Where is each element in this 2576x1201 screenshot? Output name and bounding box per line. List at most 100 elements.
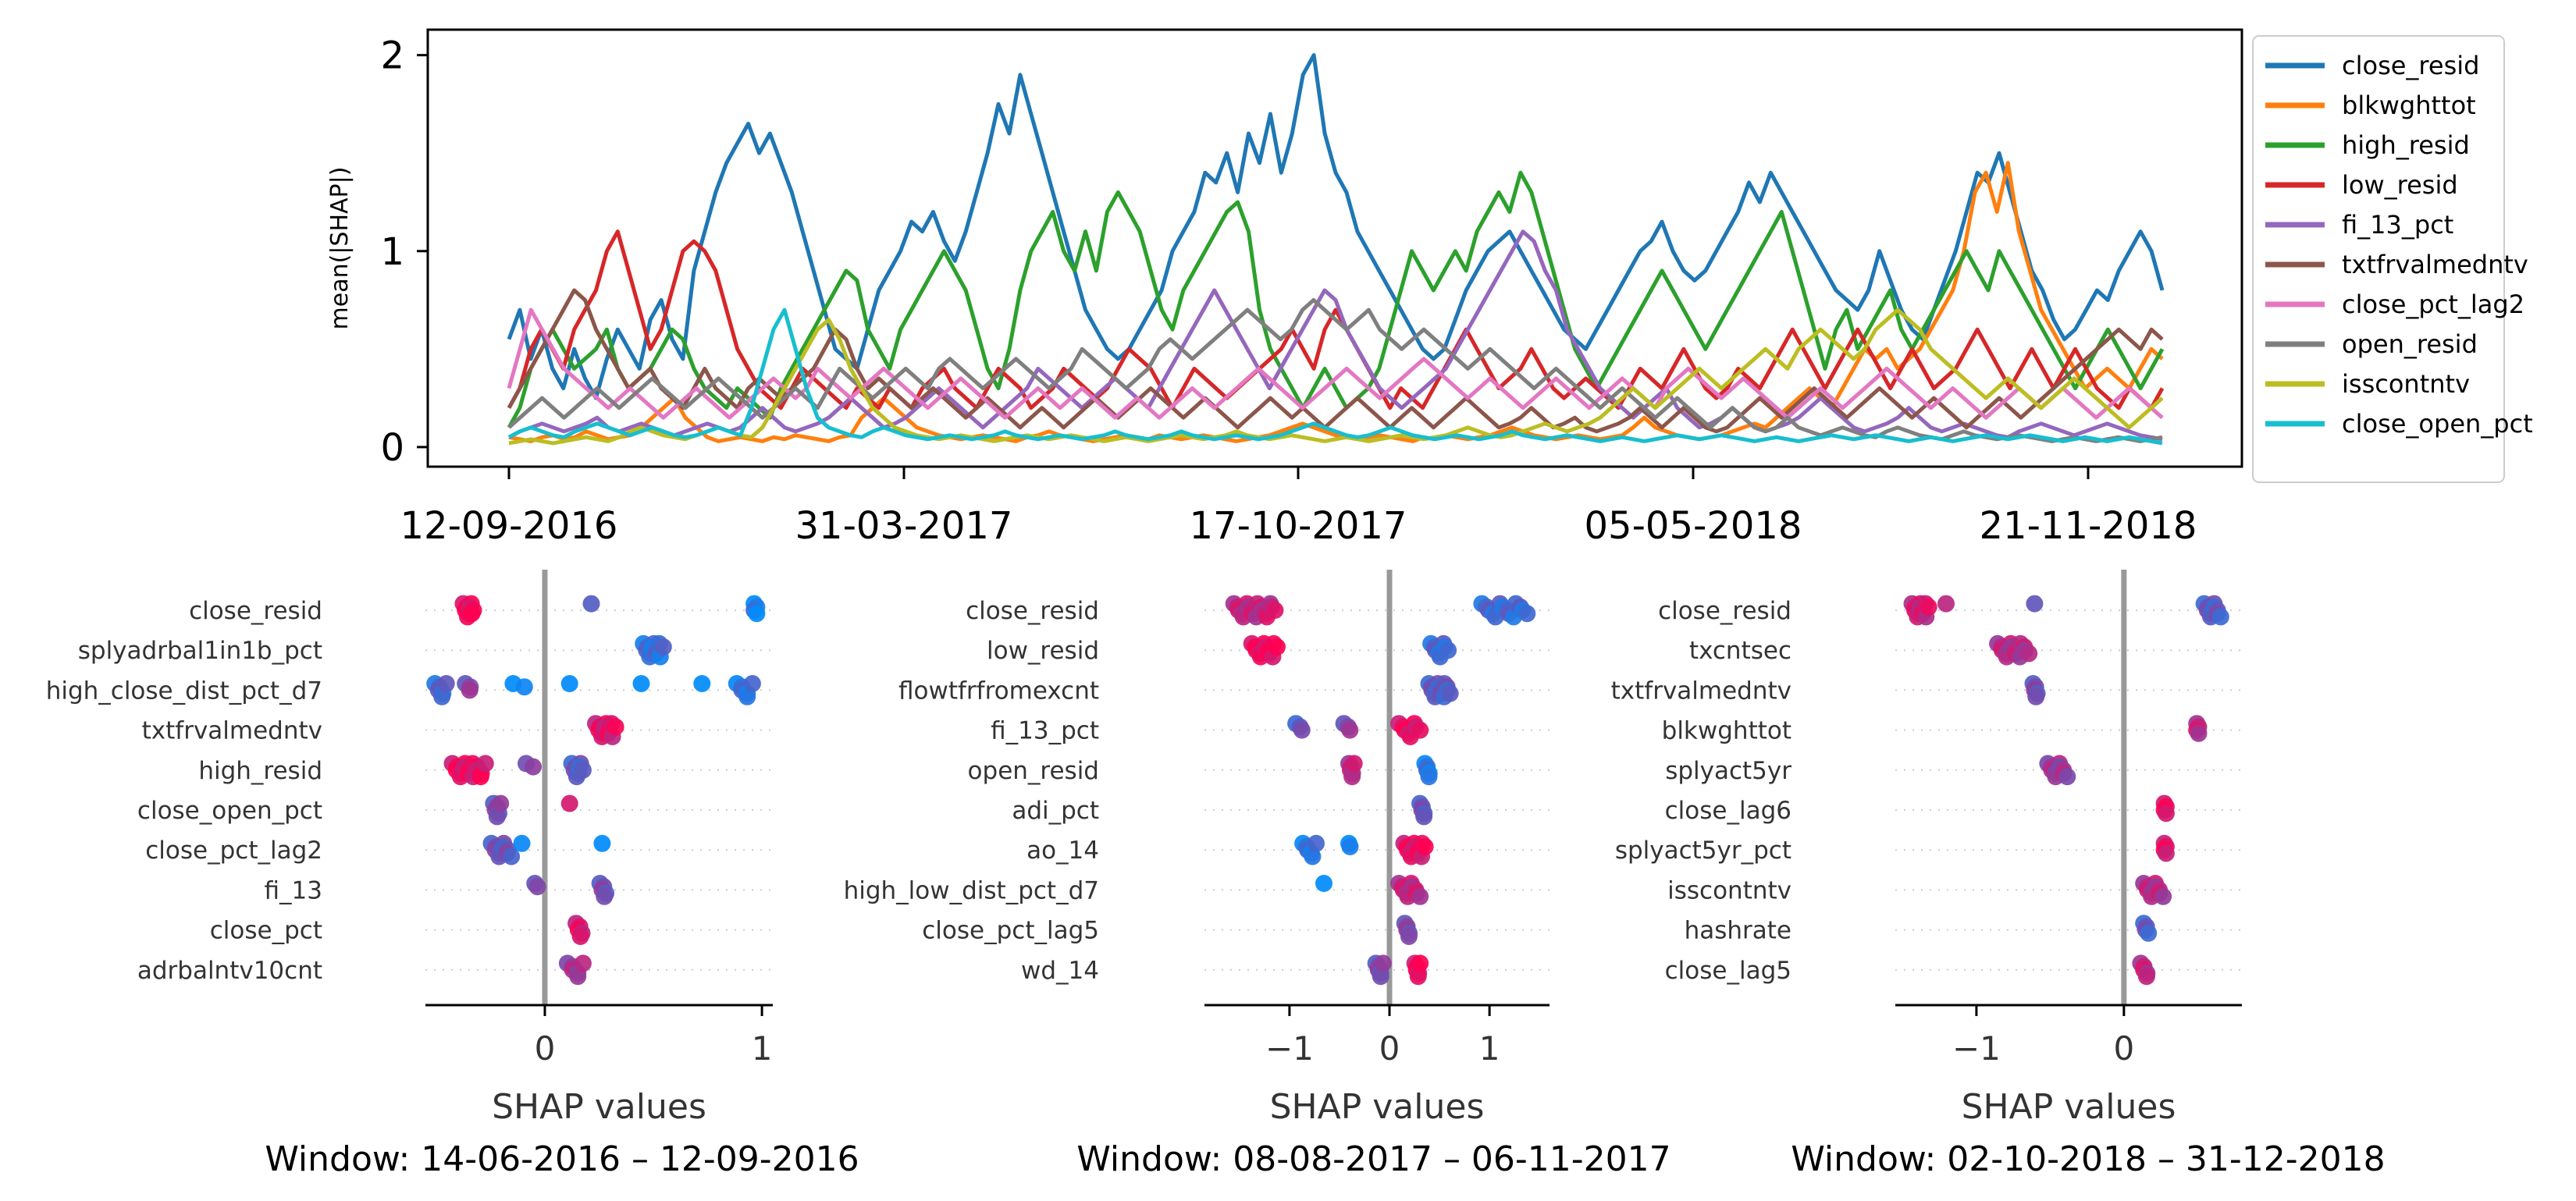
shap-point [1343, 768, 1361, 786]
feature-label: flowtfrfromexcnt [898, 677, 1099, 705]
x-tick-label: 0 [535, 1029, 556, 1068]
shap-point [1293, 721, 1311, 739]
feature-label: adi_pct [1012, 797, 1099, 825]
shap-point [596, 887, 614, 905]
feature-label: fi_13 [265, 876, 322, 904]
feature-label: close_resid [189, 597, 322, 625]
shap-point [1420, 768, 1438, 786]
shap-point [582, 595, 600, 613]
feature-label: high_low_dist_pct_d7 [844, 876, 1099, 904]
shap-point [515, 678, 533, 696]
shap-point [503, 847, 521, 865]
shap-point [528, 878, 546, 896]
legend-label: low_resid [2342, 170, 2458, 200]
y-tick-label: 2 [380, 34, 404, 78]
shap-point [2137, 968, 2155, 986]
legend-label: blkwghttot [2342, 91, 2476, 120]
shap-point [632, 675, 650, 692]
feature-label: ao_14 [1026, 837, 1099, 865]
window-label: Window: 14-06-2016 – 12-09-2016 [265, 1139, 859, 1179]
feature-label: close_pct [210, 917, 322, 945]
x-tick-label: 1 [752, 1029, 773, 1068]
shap-summary-panel-1: close_resid splyadrbal1in1b_pct high_close… [46, 570, 859, 1179]
window-label: Window: 08-08-2017 – 06-11-2017 [1076, 1139, 1670, 1179]
series-line-low-resid [507, 229, 2165, 410]
shap-point [1518, 605, 1536, 623]
shap-point [2058, 768, 2076, 786]
feature-label: blkwghttot [1662, 717, 1791, 745]
feature-label: fi_13_pct [991, 717, 1099, 745]
shap-point [463, 605, 481, 623]
shap-summary-panel-3: close_resid txcntsec txtfrvalmedntv blkwght… [1611, 570, 2386, 1179]
shap-point [1400, 928, 1418, 945]
series-line-close-resid [507, 53, 2165, 400]
shap-point [693, 675, 711, 692]
shap-point [574, 954, 592, 972]
feature-label: splyadrbal1in1b_pct [78, 637, 322, 665]
shap-point [1409, 968, 1427, 986]
feature-label: adrbalntv10cnt [137, 957, 322, 985]
shap-point [1341, 721, 1359, 739]
y-axis-label: mean(|SHAP|) [326, 167, 354, 330]
date-tick-label: 12-09-2016 [400, 504, 618, 548]
shap-point [560, 794, 578, 812]
shap-point [1372, 968, 1389, 986]
plot-frame [426, 28, 2243, 468]
shap-point [2140, 924, 2158, 942]
window-label: Window: 02-10-2018 – 31-12-2018 [1791, 1139, 2385, 1179]
legend-label: txtfrvalmedntv [2342, 250, 2528, 279]
shap-point [560, 675, 578, 692]
shap-point [1415, 808, 1433, 826]
shap-point [513, 834, 531, 852]
shap-point [488, 808, 506, 826]
feature-label: close_pct_lag2 [145, 837, 322, 865]
shap-point [1266, 602, 1284, 619]
feature-label: close_open_pct [137, 797, 322, 825]
shap-point [461, 681, 479, 699]
series-line-blkwghttot [508, 161, 2164, 443]
series-line-open-resid [507, 298, 2163, 443]
shap-point [433, 688, 451, 705]
shap-point [2026, 595, 2044, 613]
feature-label: splyact5yr_pct [1615, 837, 1791, 865]
shap-point [471, 768, 489, 786]
shap-point [1268, 638, 1286, 656]
y-tick-label: 0 [380, 426, 404, 470]
shap-point [1345, 755, 1363, 773]
y-tick-label: 1 [380, 230, 404, 274]
legend-label: fi_13_pct [2342, 210, 2453, 240]
shap-point [1441, 684, 1459, 702]
legend-label: high_resid [2342, 130, 2470, 160]
shap-point [607, 718, 624, 736]
feature-label: splyact5yr [1665, 757, 1791, 785]
mean-shap-line-chart: 0 1 2 mean(|SHAP|) 12-09-2016 31-03-2017 17-10… [326, 28, 2243, 548]
shap-point [2157, 844, 2175, 862]
feature-label: close_resid [966, 597, 1099, 625]
date-tick-label: 05-05-2018 [1585, 504, 1802, 548]
shap-summary-panel-2: close_resid low_resid flowtfrfromexcnt fi_1… [844, 570, 1671, 1179]
series-line-txtfrvalmedntv [507, 288, 2164, 434]
shap-point [571, 928, 589, 945]
date-tick-label: 21-11-2018 [1980, 504, 2197, 548]
shap-point [743, 675, 761, 692]
shap-point [1416, 838, 1434, 855]
feature-label: isscontntv [1667, 876, 1791, 904]
shap-point [1341, 838, 1359, 855]
x-axis-label: SHAP values [492, 1087, 706, 1127]
shap-point [2157, 805, 2175, 823]
shap-point [748, 605, 766, 623]
shap-point [2190, 724, 2208, 742]
shap-point [2027, 688, 2045, 705]
feature-label: close_lag5 [1665, 957, 1791, 985]
date-tick-label: 31-03-2017 [795, 504, 1013, 548]
shap-point [1411, 887, 1429, 905]
series-line-close-open-pct [507, 307, 2163, 446]
legend-label: close_resid [2342, 51, 2479, 80]
shap-point [1374, 954, 1392, 972]
shap-point [1308, 834, 1325, 852]
shap-point [654, 638, 672, 656]
shap-point [574, 761, 592, 779]
feature-label: high_resid [198, 757, 322, 785]
